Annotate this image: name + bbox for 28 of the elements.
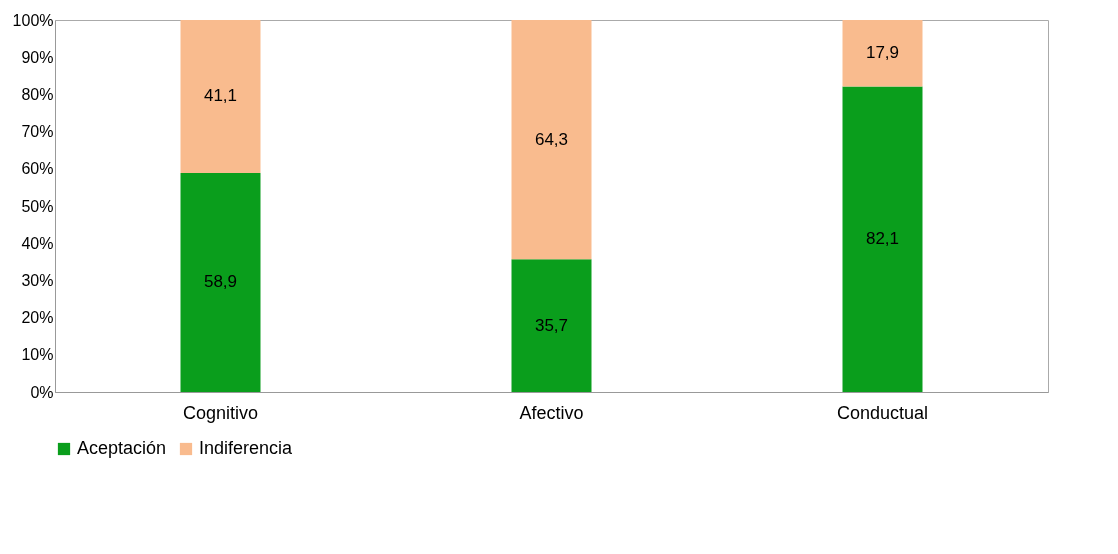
data-label: 82,1 (865, 229, 900, 249)
y-tick-label: 10% (21, 346, 54, 364)
y-tick-label: 20% (21, 309, 54, 327)
bar (842, 20, 923, 87)
y-tick-label: 70% (21, 123, 54, 141)
x-tick-label: Afectivo (519, 402, 584, 423)
y-tick-label: 60% (21, 160, 54, 178)
y-tick-label: 0% (30, 383, 54, 401)
data-label: 64,3 (534, 129, 569, 149)
bar (180, 172, 261, 392)
bar (511, 20, 592, 260)
y-tick-label: 90% (21, 48, 54, 66)
y-tick-label: 50% (21, 197, 54, 215)
y-tick-label: 80% (21, 85, 54, 103)
x-tick-label: Cognitivo (182, 402, 259, 423)
y-tick-label: 100% (12, 11, 54, 29)
x-tick-label: Conductual (836, 402, 929, 423)
legend-label: Aceptación (77, 438, 167, 458)
bar (511, 259, 592, 392)
y-tick-label: 40% (21, 234, 54, 252)
bar (842, 86, 923, 392)
data-label: 41,1 (203, 86, 238, 106)
y-tick-label: 30% (21, 271, 54, 289)
data-label: 58,9 (203, 272, 238, 292)
bar (180, 20, 261, 173)
data-label: 35,7 (534, 315, 569, 335)
data-label: 17,9 (865, 43, 900, 63)
legend-label: Indiferencia (199, 438, 294, 458)
